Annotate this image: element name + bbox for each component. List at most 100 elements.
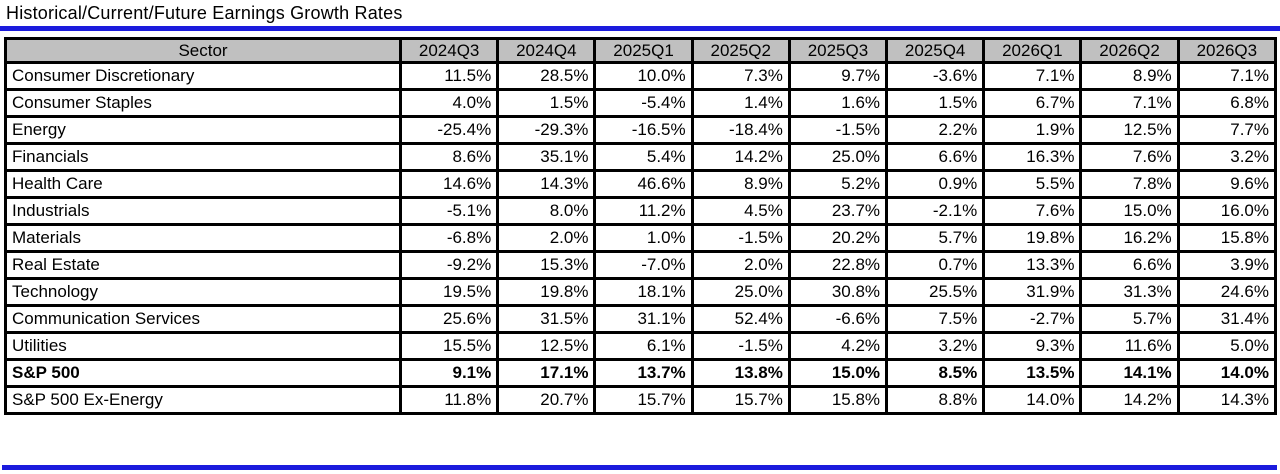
value-cell: 11.8% <box>399 385 500 415</box>
value-cell: -2.7% <box>982 304 1083 334</box>
value-cell: 4.5% <box>690 196 791 226</box>
value-cell: 5.7% <box>1079 304 1180 334</box>
value-cell: 11.5% <box>399 61 500 91</box>
value-cell: 8.9% <box>1079 61 1180 91</box>
value-cell: 7.1% <box>1079 88 1180 118</box>
column-header-quarter: 2026Q2 <box>1079 37 1180 64</box>
column-header-sector: Sector <box>3 37 403 64</box>
value-cell: 22.8% <box>787 250 889 280</box>
column-header-quarter: 2024Q3 <box>399 37 500 64</box>
table-row: Consumer Staples 4.0% 1.5% -5.4% 1.4% 1.6% 1.5… <box>3 88 1278 118</box>
table-row: Industrials -5.1% 8.0% 11.2% 4.5% 23.7% -2.1% 7… <box>3 196 1278 226</box>
value-cell: 25.0% <box>690 277 791 307</box>
value-cell: 15.3% <box>496 250 597 280</box>
value-cell: -1.5% <box>787 115 889 145</box>
table-row: Utilities 15.5% 12.5% 6.1% -1.5% 4.2% 3.2% 9.3%… <box>3 331 1278 361</box>
value-cell: 5.7% <box>885 223 986 253</box>
table-row: Financials 8.6% 35.1% 5.4% 14.2% 25.0% 6.6% 16.… <box>3 142 1278 172</box>
value-cell: 15.8% <box>787 385 889 415</box>
value-cell: 5.2% <box>787 169 889 199</box>
table-row: Communication Services 25.6% 31.5% 31.1% 52.… <box>3 304 1278 334</box>
page-title: Historical/Current/Future Earnings Growt… <box>6 3 403 23</box>
value-cell: 11.2% <box>593 196 694 226</box>
table-row: Consumer Discretionary 11.5% 28.5% 10.0% 7.3… <box>3 61 1278 91</box>
value-cell: 12.5% <box>1079 115 1180 145</box>
value-cell: 15.0% <box>1079 196 1180 226</box>
value-cell: 46.6% <box>593 169 694 199</box>
value-cell: 16.2% <box>1079 223 1180 253</box>
value-cell: 13.3% <box>982 250 1083 280</box>
value-cell: -2.1% <box>885 196 986 226</box>
value-cell: 2.0% <box>496 223 597 253</box>
value-cell: 1.0% <box>593 223 694 253</box>
value-cell: -1.5% <box>690 223 791 253</box>
value-cell: 7.8% <box>1079 169 1180 199</box>
column-header-quarter: 2025Q3 <box>787 37 889 64</box>
value-cell: -25.4% <box>399 115 500 145</box>
value-cell: -9.2% <box>399 250 500 280</box>
value-cell: 11.6% <box>1079 331 1180 361</box>
value-cell: 31.3% <box>1079 277 1180 307</box>
value-cell: -5.4% <box>593 88 694 118</box>
value-cell: 8.5% <box>885 358 986 388</box>
value-cell: 15.0% <box>787 358 889 388</box>
table-row: Materials -6.8% 2.0% 1.0% -1.5% 20.2% 5.7% 19.8… <box>3 223 1278 253</box>
sector-cell: Communication Services <box>3 304 403 334</box>
value-cell: -16.5% <box>593 115 694 145</box>
value-cell: 8.9% <box>690 169 791 199</box>
value-cell: 1.5% <box>496 88 597 118</box>
value-cell: 14.0% <box>982 385 1083 415</box>
sector-cell: S&P 500 <box>3 358 403 388</box>
value-cell: -29.3% <box>496 115 597 145</box>
sector-cell: Materials <box>3 223 403 253</box>
sector-cell: Utilities <box>3 331 403 361</box>
value-cell: 1.5% <box>885 88 986 118</box>
value-cell: 12.5% <box>496 331 597 361</box>
value-cell: 20.2% <box>787 223 889 253</box>
value-cell: 31.1% <box>593 304 694 334</box>
value-cell: 2.0% <box>690 250 791 280</box>
value-cell: 24.6% <box>1176 277 1278 307</box>
value-cell: 13.5% <box>982 358 1083 388</box>
value-cell: 2.2% <box>885 115 986 145</box>
value-cell: 0.9% <box>885 169 986 199</box>
value-cell: 18.1% <box>593 277 694 307</box>
value-cell: 14.2% <box>690 142 791 172</box>
value-cell: 8.0% <box>496 196 597 226</box>
value-cell: 14.1% <box>1079 358 1180 388</box>
earnings-growth-table: Sector 2024Q3 2024Q4 2025Q1 2025Q2 2025Q3 2025… <box>3 37 1278 415</box>
sector-cell: Industrials <box>3 196 403 226</box>
value-cell: 9.7% <box>787 61 889 91</box>
value-cell: 25.0% <box>787 142 889 172</box>
column-header-quarter: 2025Q4 <box>885 37 986 64</box>
value-cell: -3.6% <box>885 61 986 91</box>
table-header-row: Sector 2024Q3 2024Q4 2025Q1 2025Q2 2025Q3 2025… <box>3 37 1278 64</box>
value-cell: 3.9% <box>1176 250 1278 280</box>
value-cell: 14.0% <box>1176 358 1278 388</box>
value-cell: 7.1% <box>1176 61 1278 91</box>
table-row: S&P 500 9.1% 17.1% 13.7% 13.8% 15.0% 8.5% 13.5%… <box>3 358 1278 388</box>
value-cell: 5.5% <box>982 169 1083 199</box>
column-header-quarter: 2025Q1 <box>593 37 694 64</box>
value-cell: 9.6% <box>1176 169 1278 199</box>
value-cell: 19.5% <box>399 277 500 307</box>
value-cell: 3.2% <box>885 331 986 361</box>
value-cell: 4.0% <box>399 88 500 118</box>
value-cell: 19.8% <box>982 223 1083 253</box>
value-cell: 30.8% <box>787 277 889 307</box>
table-row: Real Estate -9.2% 15.3% -7.0% 2.0% 22.8% 0.7% 1… <box>3 250 1278 280</box>
value-cell: 52.4% <box>690 304 791 334</box>
value-cell: 1.4% <box>690 88 791 118</box>
column-header-quarter: 2024Q4 <box>496 37 597 64</box>
table-row: S&P 500 Ex-Energy 11.8% 20.7% 15.7% 15.7% 15.… <box>3 385 1278 415</box>
value-cell: 14.2% <box>1079 385 1180 415</box>
bottom-divider <box>2 465 1277 470</box>
value-cell: 7.5% <box>885 304 986 334</box>
value-cell: 25.6% <box>399 304 500 334</box>
table-row: Health Care 14.6% 14.3% 46.6% 8.9% 5.2% 0.9% 5.… <box>3 169 1278 199</box>
value-cell: 5.0% <box>1176 331 1278 361</box>
table-body: Consumer Discretionary 11.5% 28.5% 10.0% 7.3… <box>3 61 1278 415</box>
value-cell: 13.7% <box>593 358 694 388</box>
value-cell: 6.6% <box>885 142 986 172</box>
